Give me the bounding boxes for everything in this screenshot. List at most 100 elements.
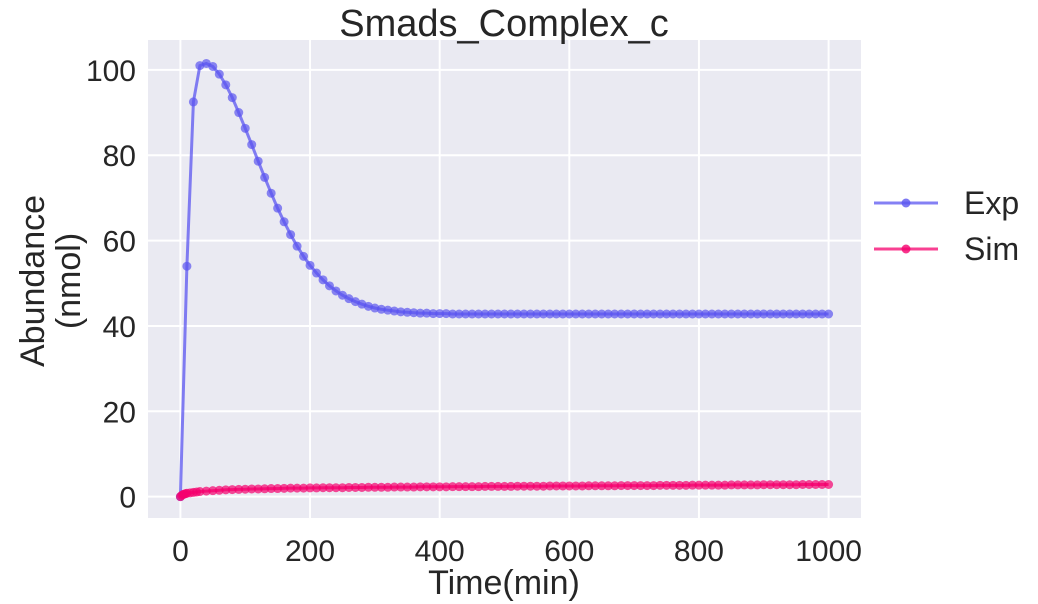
data-point-sim (461, 482, 471, 492)
data-point-sim (700, 480, 710, 490)
data-point-sim (668, 480, 678, 490)
data-point-exp (577, 309, 587, 319)
data-point-exp (422, 308, 432, 318)
data-point-sim (376, 482, 386, 492)
data-point-exp (506, 309, 516, 319)
data-point-sim (824, 479, 834, 489)
data-point-sim (292, 483, 302, 493)
data-point-exp (273, 203, 283, 213)
data-point-exp (208, 61, 218, 71)
data-point-sim (195, 487, 205, 497)
y-axis-label-line-2: (nmol) (50, 233, 88, 329)
data-point-exp (687, 309, 697, 319)
data-point-exp (765, 309, 775, 319)
data-point-sim (577, 481, 587, 491)
data-point-exp (525, 309, 535, 319)
data-point-exp (642, 309, 652, 319)
data-point-sim (208, 486, 218, 496)
plot-background (148, 40, 861, 518)
data-point-sim (681, 480, 691, 490)
data-point-sim (337, 483, 347, 493)
data-point-exp (182, 261, 192, 271)
data-point-exp (500, 309, 509, 319)
data-point-sim (389, 482, 399, 492)
grid-lines (148, 40, 861, 518)
data-point-sim (785, 480, 795, 490)
y-tick-label-3: 60 (103, 226, 136, 259)
data-point-exp (474, 309, 484, 319)
data-point-exp (234, 108, 244, 118)
data-point-sim (772, 480, 782, 490)
data-point-sim (221, 485, 231, 495)
data-point-sim (286, 483, 296, 493)
data-point-sim (240, 484, 250, 494)
data-point-sim (571, 481, 581, 491)
data-point-exp (649, 309, 659, 319)
data-point-sim (694, 480, 704, 490)
data-point-sim (733, 480, 743, 490)
data-point-sim (331, 483, 341, 493)
data-point-exp (253, 156, 263, 166)
data-point-sim (629, 481, 639, 491)
data-point-sim (765, 480, 775, 490)
data-point-exp (402, 307, 412, 317)
data-point-sim (642, 481, 652, 491)
x-tick-labels: 0 200 400 600 800 1000 (172, 535, 862, 568)
legend-label: Sim (964, 231, 1019, 267)
data-point-sim (435, 482, 445, 492)
x-tick-label-0: 0 (172, 535, 189, 568)
data-point-sim (312, 483, 322, 493)
data-point-sim (227, 485, 237, 495)
x-tick-label-4: 800 (674, 535, 724, 568)
data-point-exp (629, 309, 639, 319)
data-point-exp (772, 309, 782, 319)
data-point-exp (538, 309, 548, 319)
data-point-exp (441, 309, 451, 319)
data-point-exp (409, 308, 419, 318)
data-point-exp (720, 309, 730, 319)
data-point-sim (532, 481, 542, 491)
data-point-sim (817, 479, 827, 489)
data-point-sim (804, 479, 814, 489)
series-exp (175, 58, 834, 502)
data-point-sim (383, 482, 393, 492)
data-point-sim (545, 481, 555, 491)
data-point-exp (396, 307, 406, 317)
data-point-sim (506, 481, 516, 491)
data-point-sim (260, 484, 270, 494)
data-point-exp (759, 309, 769, 319)
data-point-sim (487, 481, 497, 491)
data-point-exp (752, 309, 762, 319)
data-point-sim (584, 481, 594, 491)
data-point-exp (214, 69, 224, 79)
data-point-exp (675, 309, 685, 319)
data-point-sim (687, 480, 697, 490)
data-point-sim (610, 481, 620, 491)
data-point-sim (720, 480, 730, 490)
data-point-sim (344, 482, 354, 492)
data-point-sim (448, 482, 458, 492)
chart-title: Smads_Complex_c (339, 3, 668, 45)
data-point-exp (636, 309, 646, 319)
data-point-sim (500, 481, 509, 491)
legend: Exp Sim (874, 185, 1019, 267)
data-point-sim (707, 480, 717, 490)
data-point-exp (610, 309, 620, 319)
data-point-exp (461, 309, 471, 319)
data-point-exp (487, 309, 497, 319)
data-point-exp (590, 309, 600, 319)
data-point-sim (273, 484, 283, 494)
data-point-sim (480, 481, 490, 491)
data-point-exp (655, 309, 665, 319)
data-point-sim (739, 480, 749, 490)
legend-item-sim: Sim (874, 231, 1019, 267)
data-point-exp (519, 309, 529, 319)
y-tick-label-1: 20 (103, 396, 136, 429)
data-point-sim (726, 480, 736, 490)
data-point-sim (616, 481, 626, 491)
data-point-exp (266, 188, 276, 198)
data-point-exp (564, 309, 574, 319)
data-point-exp (480, 309, 490, 319)
data-point-exp (662, 309, 672, 319)
data-point-exp (286, 230, 296, 240)
